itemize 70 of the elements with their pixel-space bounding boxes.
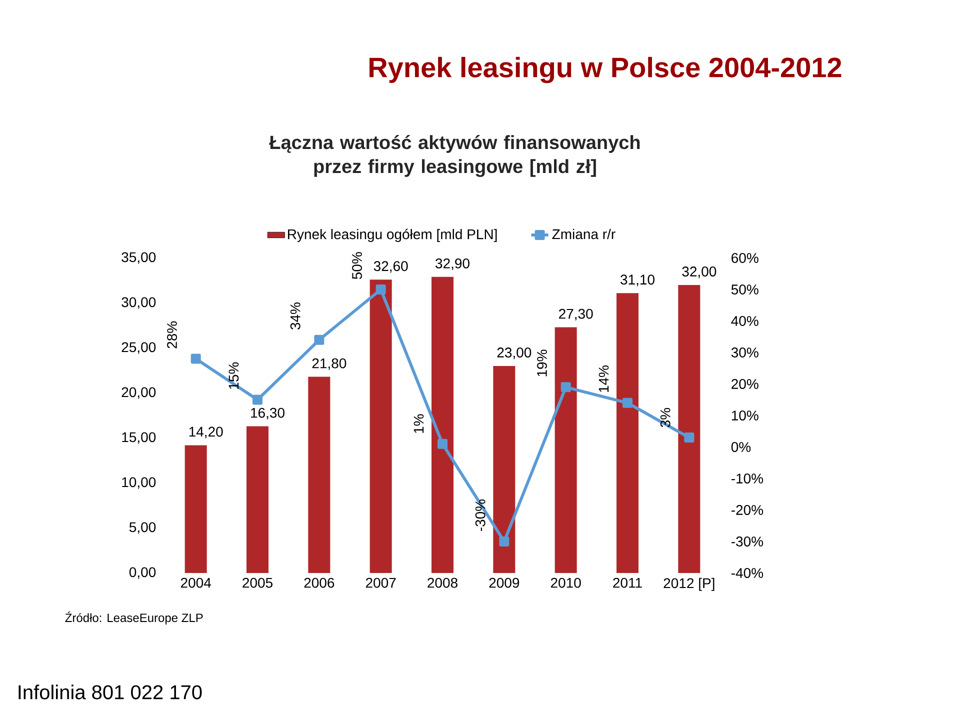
bar [184, 445, 207, 573]
x-tick-label: 2008 [428, 578, 458, 588]
bar [493, 366, 516, 573]
data-label: 15% [228, 362, 239, 389]
x-tick-label: 2012 [P] [664, 578, 714, 591]
bar [246, 426, 268, 573]
data-label: 31,10 [620, 274, 654, 286]
data-label: 32,60 [374, 261, 408, 273]
data-label: 32,00 [682, 266, 716, 278]
y-tick-label: 25,00 [122, 342, 156, 354]
data-label: 32,90 [436, 258, 470, 270]
point [622, 398, 632, 408]
y-tick-label: 20,00 [122, 387, 156, 399]
y2-tick-label: 20% [732, 379, 758, 389]
y2-tick-label: -40% [731, 568, 764, 578]
y-tick-label: 30,00 [122, 297, 156, 309]
y-tick-label: 15,00 [122, 432, 156, 444]
data-label: 3% [660, 408, 670, 428]
point [376, 284, 386, 294]
data-label: 34% [290, 302, 300, 330]
y2-tick-label: 60% [732, 253, 758, 263]
bar [554, 327, 577, 573]
point [252, 394, 263, 405]
bar [370, 280, 392, 573]
data-label: 19% [537, 350, 547, 376]
point [190, 354, 201, 364]
data-label: 21,80 [312, 358, 346, 370]
y2-tick-label: 0% [731, 442, 751, 452]
y2-tick-label: 40% [731, 316, 758, 326]
point [314, 334, 324, 345]
text: Źródło: LeaseEurope ZLP [65, 612, 203, 624]
bar [616, 293, 638, 573]
data-label: 23,00 [497, 348, 532, 360]
y2-tick-label: 30% [731, 348, 758, 358]
data-label: 16,30 [251, 408, 284, 420]
data-label: 1% [414, 414, 424, 433]
y-tick-label: 10,00 [122, 477, 156, 489]
legend-label: Rynek leasingu ogółem [mld PLN] [288, 228, 497, 242]
x-tick-label: 2009 [489, 578, 520, 588]
data-label: 50% [352, 252, 362, 280]
data-label: 14% [598, 366, 609, 392]
y2-tick-label: 10% [732, 410, 758, 420]
data-label: 27,30 [559, 308, 593, 320]
y-tick-label: 5,00 [129, 522, 156, 534]
point [684, 432, 694, 443]
point [499, 536, 510, 546]
y2-tick-label: -10% [731, 474, 764, 484]
y2-tick-label: -30% [731, 536, 764, 546]
x-tick-label: 2011 [613, 578, 642, 588]
text: Infolinia 801 022 170 [18, 684, 202, 700]
y-tick-label: 0,00 [129, 567, 156, 579]
x-tick-label: 2007 [366, 578, 396, 588]
point [560, 382, 571, 392]
bar [432, 276, 454, 573]
x-tick-label: 2010 [550, 578, 581, 588]
y2-tick-label: 50% [731, 284, 758, 294]
x-tick-label: 2005 [242, 578, 272, 588]
x-tick-label: 2004 [180, 578, 211, 588]
chart-title: Rynek leasingu w Polsce 2004-2012 [370, 56, 842, 84]
data-label: 28% [167, 321, 177, 348]
bar [308, 376, 330, 573]
y2-tick-label: -20% [731, 505, 764, 515]
data-label: 14,20 [189, 426, 223, 438]
bar [678, 285, 700, 573]
legend-label: Zmiana r/r [552, 228, 616, 240]
data-label: -30% [475, 499, 486, 532]
y-tick-label: 35,00 [122, 252, 156, 264]
x-tick-label: 2006 [304, 578, 334, 588]
chart-subtitle: Łączna wartość aktywów finansowanych przez firmy leasingowe [mld zł] [269, 135, 640, 177]
point [438, 438, 448, 449]
